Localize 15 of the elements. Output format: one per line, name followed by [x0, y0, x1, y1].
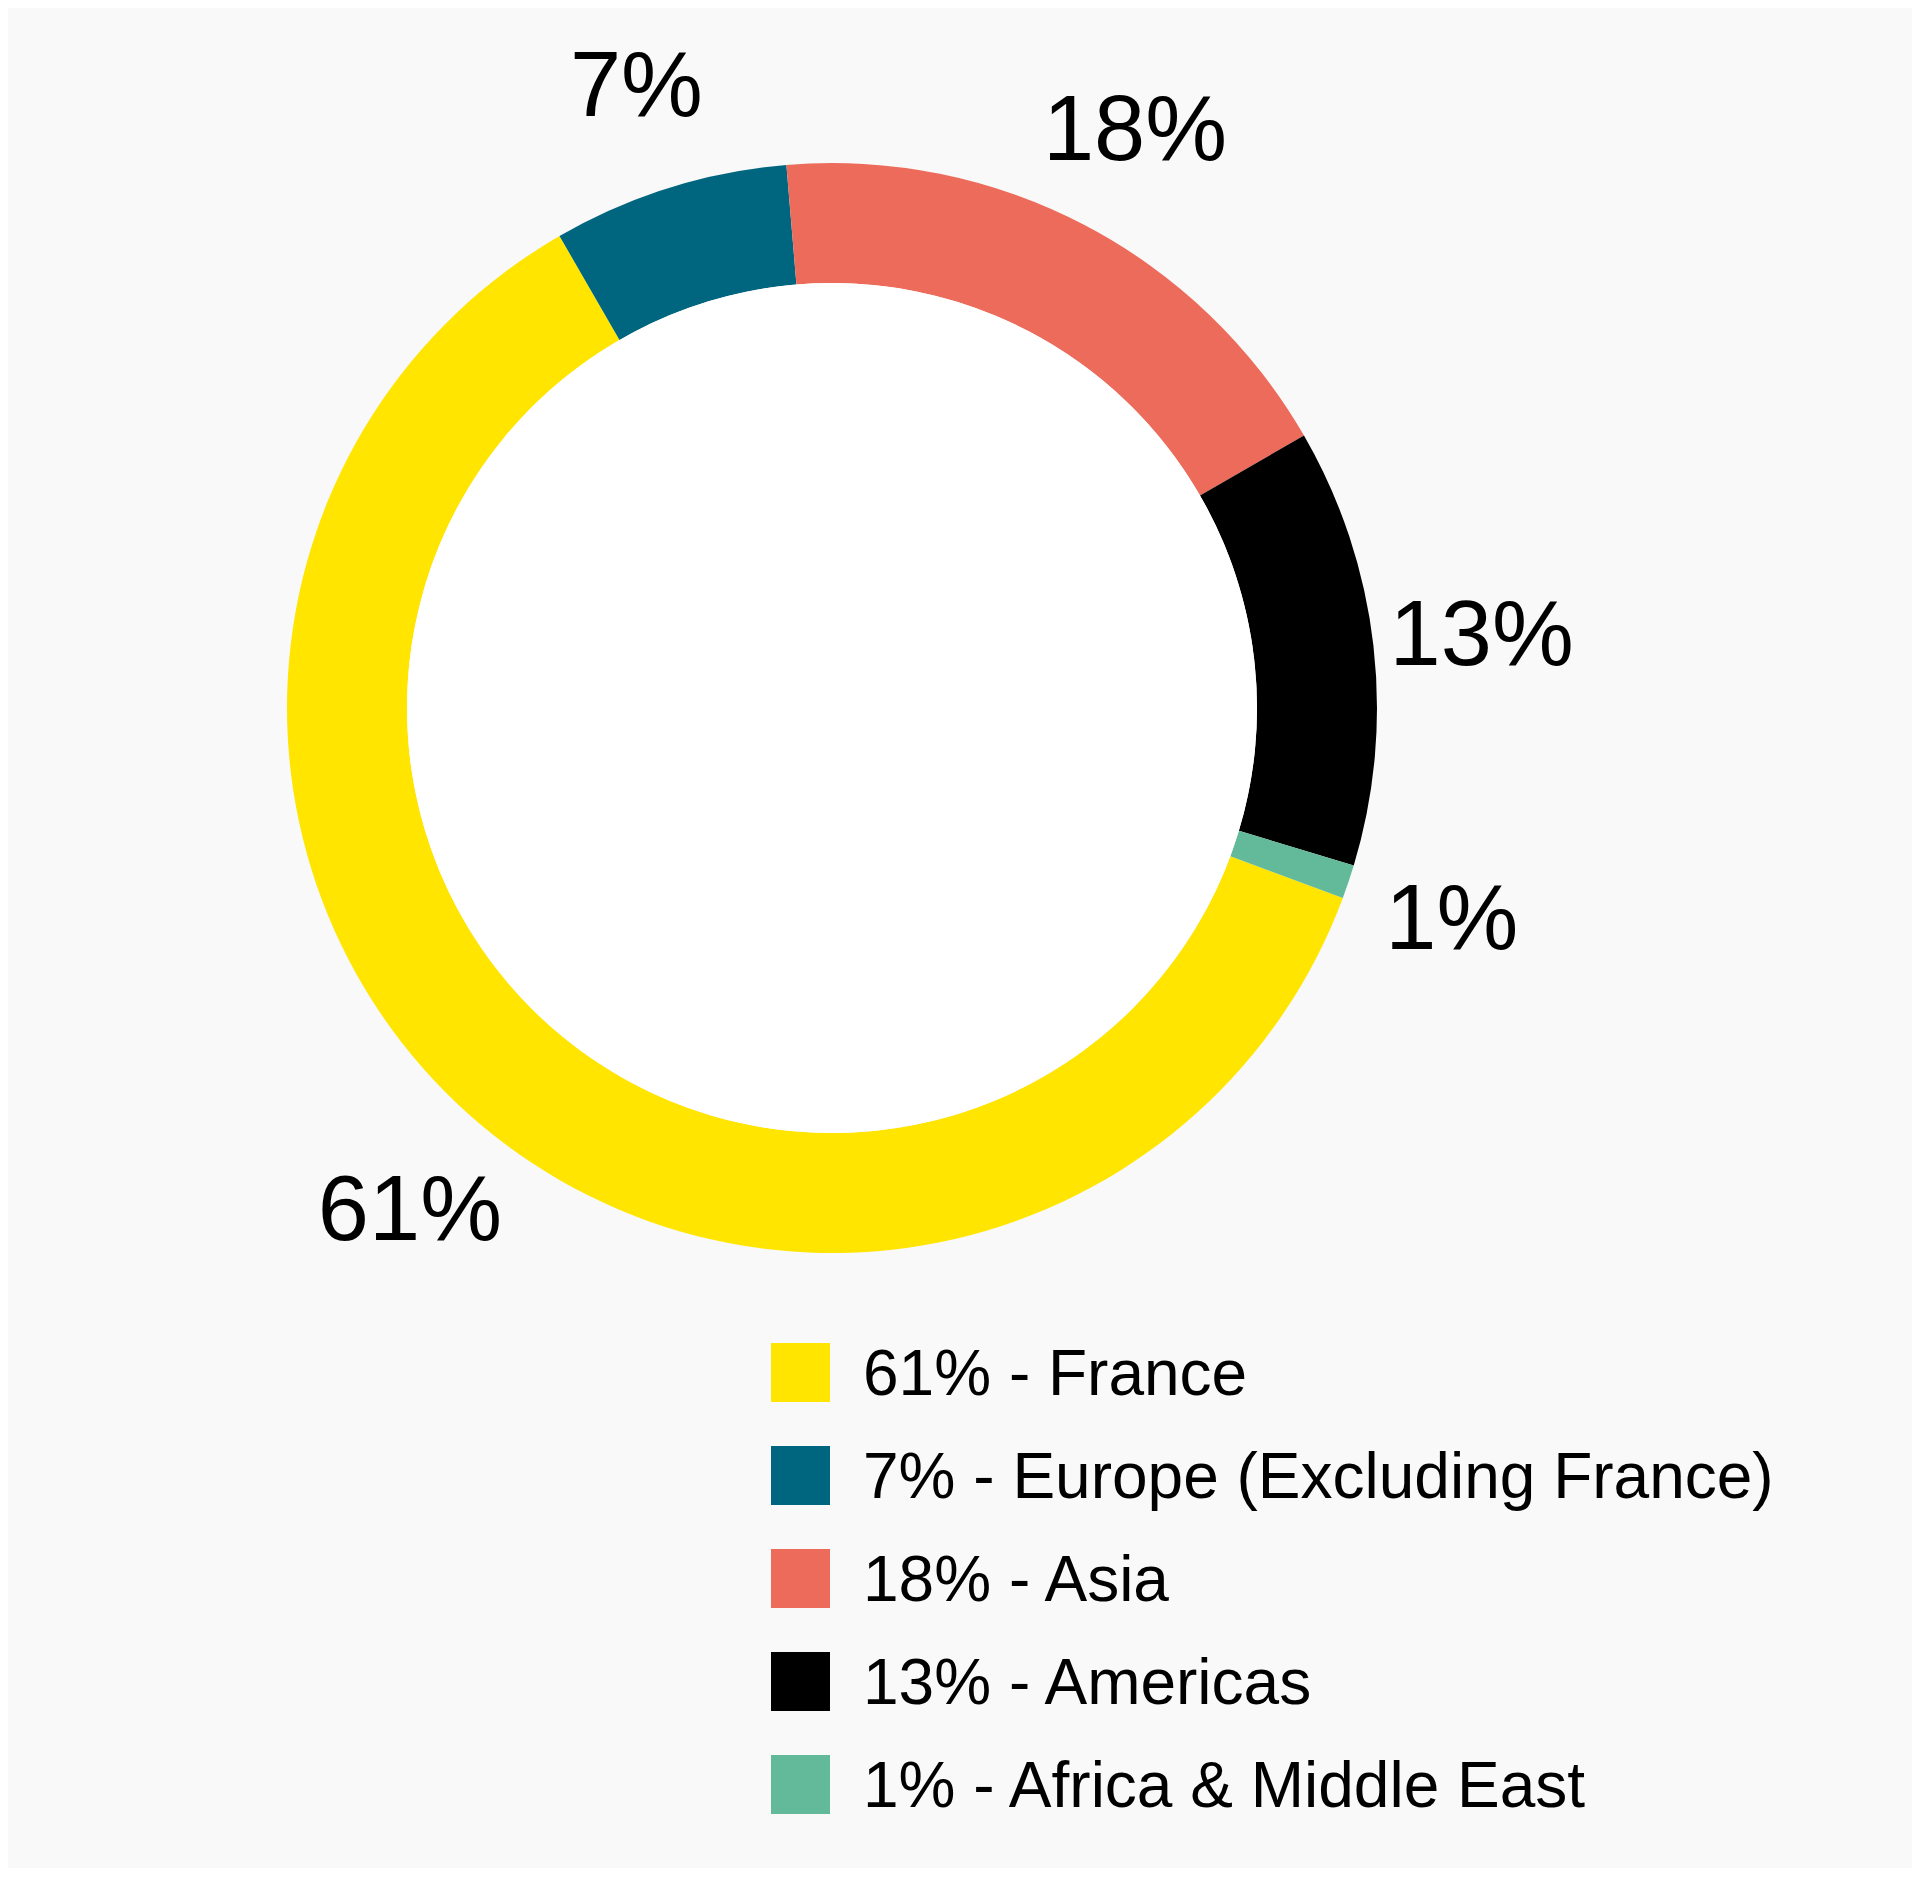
donut-slice — [786, 163, 1304, 496]
legend-label: 13% - Americas — [863, 1646, 1312, 1718]
legend-label: 18% - Asia — [863, 1543, 1170, 1615]
donut-slice — [1230, 830, 1354, 898]
data-label: 1% — [1385, 865, 1519, 968]
donut-slice — [1200, 435, 1377, 866]
legend-label: 7% - Europe (Excluding France) — [863, 1440, 1774, 1512]
data-label: 7% — [569, 32, 703, 135]
data-label: 18% — [1042, 77, 1228, 180]
data-label: 61% — [317, 1156, 502, 1259]
data-label: 13% — [1389, 581, 1574, 684]
legend-label: 61% - France — [863, 1337, 1248, 1409]
donut-slice — [287, 236, 1343, 1252]
donut-slice — [559, 164, 797, 340]
legend-label: 1% - Africa & Middle East — [863, 1749, 1586, 1821]
